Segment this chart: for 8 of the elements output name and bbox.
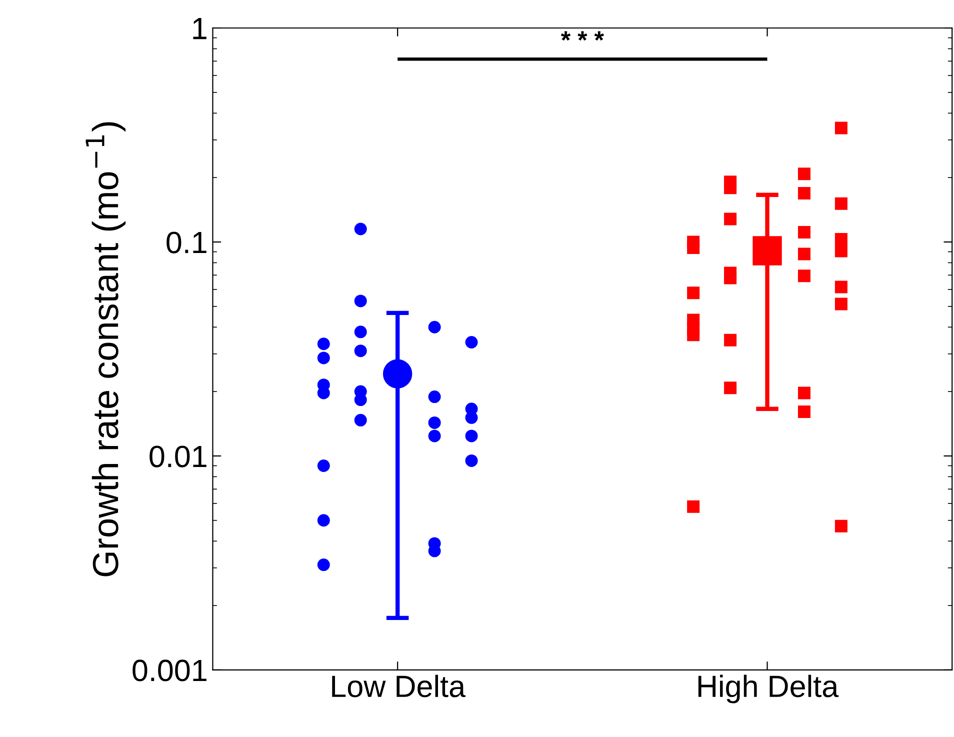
y-tick-label: 0.1: [166, 232, 206, 254]
y-tick-label: 0.001: [132, 660, 206, 682]
y-tick-label: 1: [193, 18, 206, 40]
y-axis-title: Growth rate constant (mo$^{−1}$): [86, 122, 126, 576]
x-tick-label: Low Delta: [332, 674, 466, 698]
annotation: * * *: [560, 31, 604, 41]
y-tick-label: 0.01: [150, 446, 206, 468]
x-tick-label: High Delta: [698, 674, 839, 704]
